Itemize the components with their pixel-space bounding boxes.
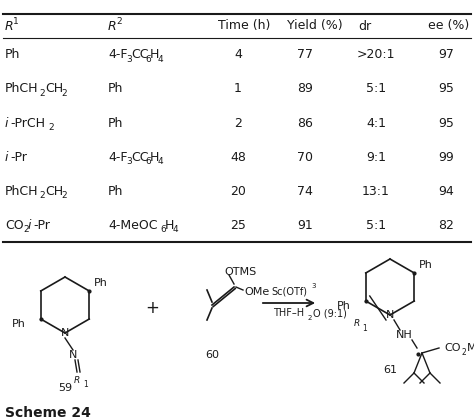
Text: Me: Me [467, 343, 474, 353]
Text: OMe: OMe [244, 287, 269, 297]
Text: 6: 6 [145, 54, 151, 64]
Text: 2: 2 [61, 88, 67, 98]
Text: 2: 2 [48, 122, 54, 132]
Text: 3: 3 [311, 283, 316, 289]
Text: PhCH: PhCH [5, 184, 38, 197]
Text: CC: CC [131, 150, 148, 163]
Text: 4: 4 [158, 157, 164, 166]
Text: CO: CO [444, 343, 461, 353]
Text: 1: 1 [362, 323, 366, 333]
Text: H: H [150, 49, 159, 62]
Text: 60: 60 [205, 350, 219, 360]
Text: 95: 95 [438, 83, 454, 96]
Text: -Pr: -Pr [10, 150, 27, 163]
Text: Sc(OTf): Sc(OTf) [271, 286, 307, 296]
Text: H: H [150, 150, 159, 163]
Text: O (9:1): O (9:1) [313, 308, 347, 318]
Text: 2: 2 [61, 191, 67, 199]
Text: 95: 95 [438, 116, 454, 129]
Text: -Pr: -Pr [33, 218, 50, 232]
Text: 4-F: 4-F [108, 49, 128, 62]
Text: 59: 59 [58, 383, 72, 393]
Text: dr: dr [358, 20, 371, 33]
Text: >20:1: >20:1 [357, 49, 395, 62]
Text: ee (%): ee (%) [428, 20, 469, 33]
Text: i: i [5, 150, 9, 163]
Text: 61: 61 [383, 365, 397, 375]
Text: 4:1: 4:1 [366, 116, 386, 129]
Text: R: R [5, 20, 14, 33]
Text: 4: 4 [234, 49, 242, 62]
Text: 5:1: 5:1 [366, 83, 386, 96]
Text: Ph: Ph [5, 49, 20, 62]
Text: 70: 70 [297, 150, 313, 163]
Text: 48: 48 [230, 150, 246, 163]
Text: N: N [69, 350, 77, 360]
Text: NH: NH [396, 330, 412, 340]
Text: 9:1: 9:1 [366, 150, 386, 163]
Text: THF–H: THF–H [273, 308, 305, 318]
Text: 4-MeOC: 4-MeOC [108, 218, 157, 232]
Text: 99: 99 [438, 150, 454, 163]
Text: 1: 1 [13, 16, 19, 26]
Text: -PrCH: -PrCH [10, 116, 45, 129]
Text: H: H [165, 218, 174, 232]
Text: Ph: Ph [108, 184, 123, 197]
Text: 2: 2 [23, 225, 28, 233]
Text: 13:1: 13:1 [362, 184, 390, 197]
Text: 6: 6 [160, 225, 166, 233]
Text: 77: 77 [297, 49, 313, 62]
Text: N: N [61, 328, 69, 338]
Text: CC: CC [131, 49, 148, 62]
Text: CH: CH [45, 83, 63, 96]
Text: CH: CH [45, 184, 63, 197]
Text: R: R [74, 375, 80, 385]
Text: 2: 2 [308, 315, 312, 321]
Text: Ph: Ph [94, 278, 108, 288]
Text: 6: 6 [145, 157, 151, 166]
Text: i: i [5, 116, 9, 129]
Text: R: R [354, 318, 360, 328]
Text: 74: 74 [297, 184, 313, 197]
Text: 20: 20 [230, 184, 246, 197]
Text: Ph: Ph [337, 301, 351, 311]
Text: 4: 4 [173, 225, 179, 233]
Text: 2: 2 [462, 347, 467, 357]
Text: OTMS: OTMS [224, 267, 256, 277]
Text: 1: 1 [234, 83, 242, 96]
Text: 91: 91 [297, 218, 313, 232]
Text: CO: CO [5, 218, 24, 232]
Text: 3: 3 [126, 54, 132, 64]
Text: 4-F: 4-F [108, 150, 128, 163]
Text: 2: 2 [39, 88, 45, 98]
Text: 3: 3 [126, 157, 132, 166]
Text: Ph: Ph [108, 83, 123, 96]
Text: Ph: Ph [108, 116, 123, 129]
Text: 89: 89 [297, 83, 313, 96]
Text: N: N [386, 310, 394, 320]
Text: Ph: Ph [419, 260, 433, 270]
Text: 1: 1 [83, 380, 88, 388]
Text: 94: 94 [438, 184, 454, 197]
Text: i: i [28, 218, 31, 232]
Text: Time (h): Time (h) [218, 20, 270, 33]
Text: 5:1: 5:1 [366, 218, 386, 232]
Text: 97: 97 [438, 49, 454, 62]
Text: Yield (%): Yield (%) [287, 20, 343, 33]
Text: 2: 2 [39, 191, 45, 199]
Text: Scheme 24: Scheme 24 [5, 406, 91, 419]
Text: 86: 86 [297, 116, 313, 129]
Text: 82: 82 [438, 218, 454, 232]
Text: 25: 25 [230, 218, 246, 232]
Text: PhCH: PhCH [5, 83, 38, 96]
Text: 2: 2 [116, 16, 122, 26]
Text: 2: 2 [234, 116, 242, 129]
Text: +: + [145, 299, 159, 317]
Text: Ph: Ph [12, 319, 26, 329]
Text: 4: 4 [158, 54, 164, 64]
Text: R: R [108, 20, 117, 33]
